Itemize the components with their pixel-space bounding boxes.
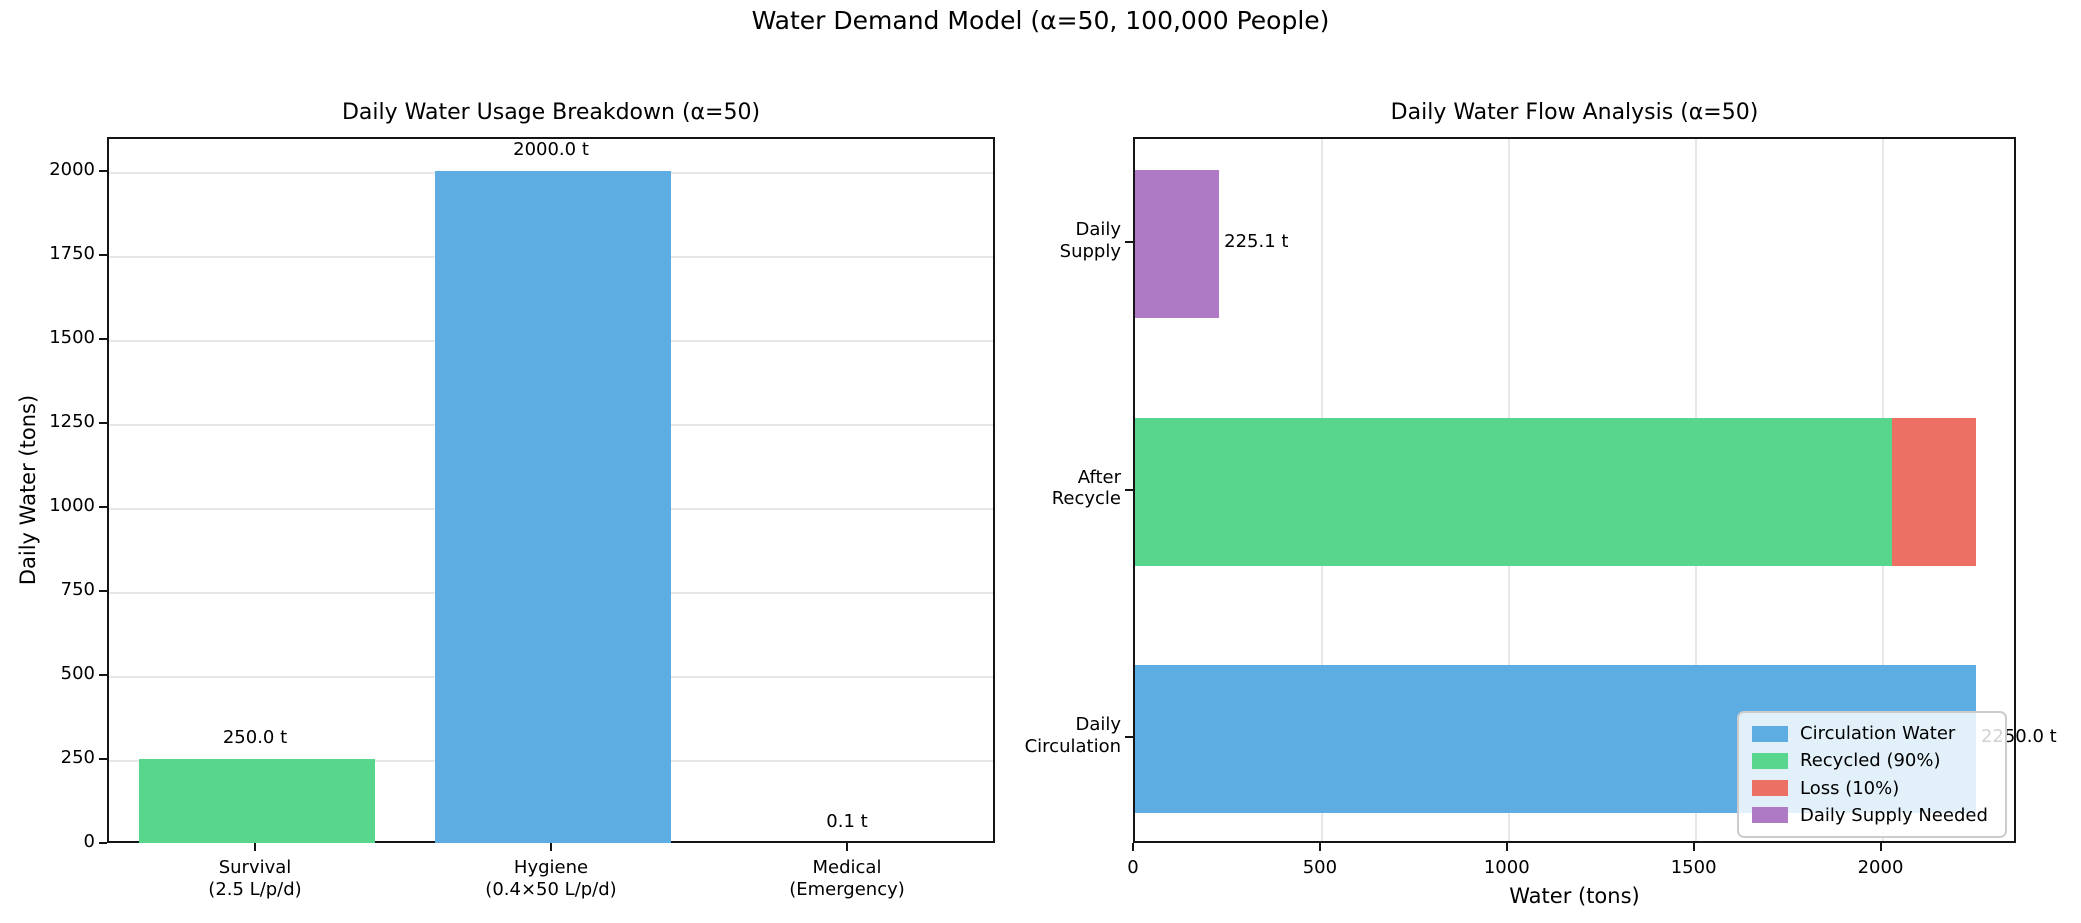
y-tick-mark [99,757,107,760]
legend-swatch [1752,725,1788,742]
right-x-axis-label: Water (tons) [1509,884,1640,908]
legend-item: Loss (10%) [1752,778,1992,799]
y-tick-label: 0 [83,831,95,852]
x-tick-label: Hygiene (0.4×50 L/p/d) [485,857,617,900]
y-tick-mark [1125,736,1133,738]
right-chart-title: Daily Water Flow Analysis (α=50) [1390,100,1759,125]
y-tick-label: 750 [60,578,95,600]
x-tick-label: 1000 [1483,857,1530,878]
x-tick-label: Medical (Emergency) [789,857,905,900]
x-tick-mark [1132,843,1134,851]
y-tick-label: 250 [60,746,95,768]
y-tick-mark [1125,488,1133,491]
y-tick-mark [99,253,107,256]
left-plot-area [107,137,995,843]
legend-label: Recycled (90%) [1800,750,1941,772]
y-tick-mark [99,673,107,676]
x-tick-mark [846,843,848,851]
bar-after-recycle [1891,417,1976,566]
x-tick-mark [1505,843,1508,851]
bar-survival [138,758,376,843]
legend-swatch [1752,780,1788,797]
y-tick-mark [99,589,107,592]
legend-label: Daily Supply Needed [1800,804,1988,826]
x-tick-mark [1879,843,1882,851]
legend-label: Circulation Water [1800,723,1956,744]
bar-value-label: 2000.0 t [513,138,589,160]
x-tick-label: Survival (2.5 L/p/d) [208,857,302,900]
x-tick-mark [254,843,256,851]
legend-item: Recycled (90%) [1752,750,1992,771]
y-tick-label: After Recycle [1051,466,1121,510]
bar-value-label: 250.0 t [222,726,288,748]
y-tick-label: 1250 [49,410,95,432]
y-tick-label: Daily Circulation [1024,714,1121,757]
flow-legend: Circulation Water Recycled (90%) Loss (10%… [1737,711,2007,838]
y-tick-label: 1000 [49,494,95,516]
x-tick-mark [1318,843,1321,851]
y-tick-label: 1750 [49,242,95,264]
y-tick-mark [1125,241,1133,243]
x-tick-mark [1692,843,1695,851]
legend-label: Loss (10%) [1800,777,1900,799]
y-tick-mark [99,169,107,172]
x-tick-label: 2000 [1857,857,1904,878]
y-tick-mark [99,337,107,340]
bar-value-label: 0.1 t [826,810,868,832]
y-tick-label: 1500 [49,326,95,348]
bar-after-recycle [1135,417,1892,566]
y-tick-mark [99,421,107,424]
x-tick-label: 500 [1302,857,1338,878]
y-tick-mark [99,505,107,508]
y-tick-label: Daily Supply [1059,219,1121,262]
legend-swatch [1752,752,1788,769]
legend-swatch [1752,807,1788,824]
y-tick-label: 500 [60,662,95,684]
x-tick-mark [550,843,552,851]
left-y-axis-label: Daily Water (tons) [16,394,40,586]
bar-daily-supply [1135,170,1220,318]
x-tick-label: 0 [1127,857,1139,878]
left-chart-title: Daily Water Usage Breakdown (α=50) [341,100,761,125]
bar-value-label: 225.1 t [1224,231,1289,252]
legend-item: Daily Supply Needed [1752,805,1992,826]
legend-item: Circulation Water [1752,723,1992,744]
y-tick-label: 2000 [49,158,95,180]
x-tick-label: 1500 [1670,857,1717,878]
y-tick-mark [99,842,107,844]
bar-hygiene [434,170,672,843]
figure-suptitle: Water Demand Model (α=50, 100,000 People… [751,6,1330,35]
